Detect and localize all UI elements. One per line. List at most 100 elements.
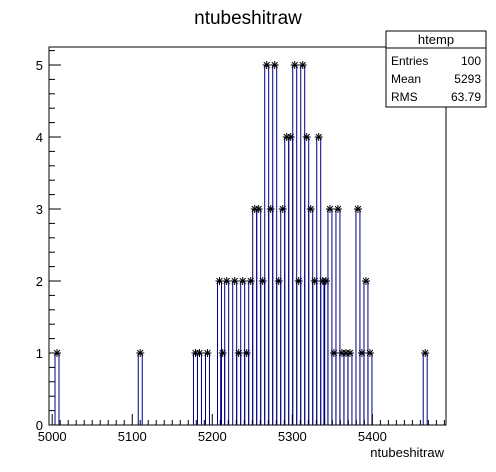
asterisk-marker — [329, 349, 338, 357]
asterisk-marker — [218, 349, 227, 357]
asterisk-marker — [306, 205, 315, 213]
histogram-bin — [361, 277, 370, 425]
y-tick-label: 3 — [36, 202, 43, 217]
histogram-bar — [260, 280, 266, 425]
histogram-bar — [308, 208, 314, 425]
x-tick-label: 5300 — [278, 429, 307, 444]
histogram-bin — [238, 277, 247, 425]
histogram-bin — [136, 349, 145, 425]
y-axis: 0 1 2 3 4 5 — [36, 50, 61, 433]
stats-mean-value: 5293 — [454, 72, 481, 86]
asterisk-marker — [294, 277, 303, 285]
histogram-bar — [292, 64, 298, 425]
asterisk-marker — [230, 277, 239, 285]
histogram-bar — [192, 352, 198, 425]
histogram-bar — [280, 208, 286, 425]
asterisk-marker — [246, 277, 255, 285]
histogram-bar — [276, 280, 282, 425]
histogram-bin — [230, 277, 239, 425]
histogram-bin — [294, 277, 303, 425]
x-tick-label: 5200 — [198, 429, 227, 444]
asterisk-marker — [310, 277, 319, 285]
chart-title: ntubeshitraw — [194, 8, 302, 29]
histogram-bin — [286, 133, 295, 425]
histogram-bar — [137, 352, 143, 425]
histogram-bar — [272, 64, 278, 425]
x-tick-label: 5000 — [38, 429, 67, 444]
stats-mean-label: Mean — [391, 72, 421, 86]
stats-rms-label: RMS — [391, 90, 418, 104]
histogram-bin — [306, 205, 315, 425]
histogram-bin — [270, 61, 279, 425]
histogram-bin — [310, 277, 319, 425]
histogram-bin — [195, 349, 204, 425]
plot-frame — [48, 46, 447, 426]
asterisk-marker — [290, 61, 299, 69]
y-tick-label: 5 — [36, 58, 43, 73]
y-tick-label: 4 — [36, 130, 43, 145]
histogram-bin — [250, 205, 259, 425]
y-tick-label: 0 — [36, 418, 43, 433]
histogram-bar — [422, 352, 428, 425]
histogram-bin — [329, 349, 338, 425]
histogram-bar — [300, 64, 306, 425]
histogram-bin — [321, 277, 330, 425]
asterisk-marker — [298, 61, 307, 69]
asterisk-marker — [262, 61, 271, 69]
asterisk-marker — [314, 133, 323, 141]
asterisk-marker — [361, 277, 370, 285]
asterisk-marker — [258, 277, 267, 285]
asterisk-marker — [274, 277, 283, 285]
asterisk-marker — [421, 349, 430, 357]
histogram-bin — [341, 349, 350, 425]
histogram-bin — [337, 349, 346, 425]
y-tick-label: 1 — [36, 346, 43, 361]
histogram-bars — [53, 61, 430, 425]
histogram-bin — [53, 349, 62, 425]
histogram-bar — [359, 352, 365, 425]
stats-box-frame — [385, 30, 487, 108]
histogram-bin — [333, 205, 342, 425]
histogram-bin — [298, 61, 307, 425]
asterisk-marker — [203, 349, 212, 357]
asterisk-marker — [215, 277, 224, 285]
asterisk-marker — [278, 205, 287, 213]
histogram-bin — [278, 205, 287, 425]
histogram-bin — [318, 277, 327, 425]
asterisk-marker — [325, 205, 334, 213]
histogram-bar — [54, 352, 60, 425]
histogram-bin — [246, 277, 255, 425]
asterisk-marker — [234, 349, 243, 357]
histogram-bin — [191, 349, 200, 425]
asterisk-marker — [222, 277, 231, 285]
histogram-bin — [290, 61, 299, 425]
histogram-bar — [355, 208, 361, 425]
asterisk-marker — [266, 205, 275, 213]
histogram-bar — [304, 136, 310, 425]
histogram-bar — [347, 352, 353, 425]
histogram-bin — [365, 349, 374, 425]
asterisk-marker — [286, 133, 295, 141]
histogram-bin — [302, 133, 311, 425]
histogram-bar — [331, 352, 337, 425]
histogram-bin — [314, 133, 323, 425]
histogram-bar — [244, 352, 250, 425]
histogram-bar — [252, 208, 258, 425]
histogram-bin — [345, 349, 354, 425]
histogram-bar — [284, 136, 290, 425]
histogram-bin — [218, 349, 227, 425]
histogram-bar — [312, 280, 318, 425]
histogram-bar — [264, 64, 270, 425]
histogram-bar — [196, 352, 202, 425]
asterisk-marker — [195, 349, 204, 357]
asterisk-marker — [302, 133, 311, 141]
x-tick-label: 5400 — [358, 429, 387, 444]
histogram-bin — [421, 349, 430, 425]
histogram-bar — [256, 208, 262, 425]
asterisk-marker — [333, 205, 342, 213]
histogram-bar — [327, 208, 333, 425]
histogram-bin — [262, 61, 271, 425]
asterisk-marker — [242, 349, 251, 357]
histogram-bar — [204, 352, 210, 425]
histogram-bin — [222, 277, 231, 425]
